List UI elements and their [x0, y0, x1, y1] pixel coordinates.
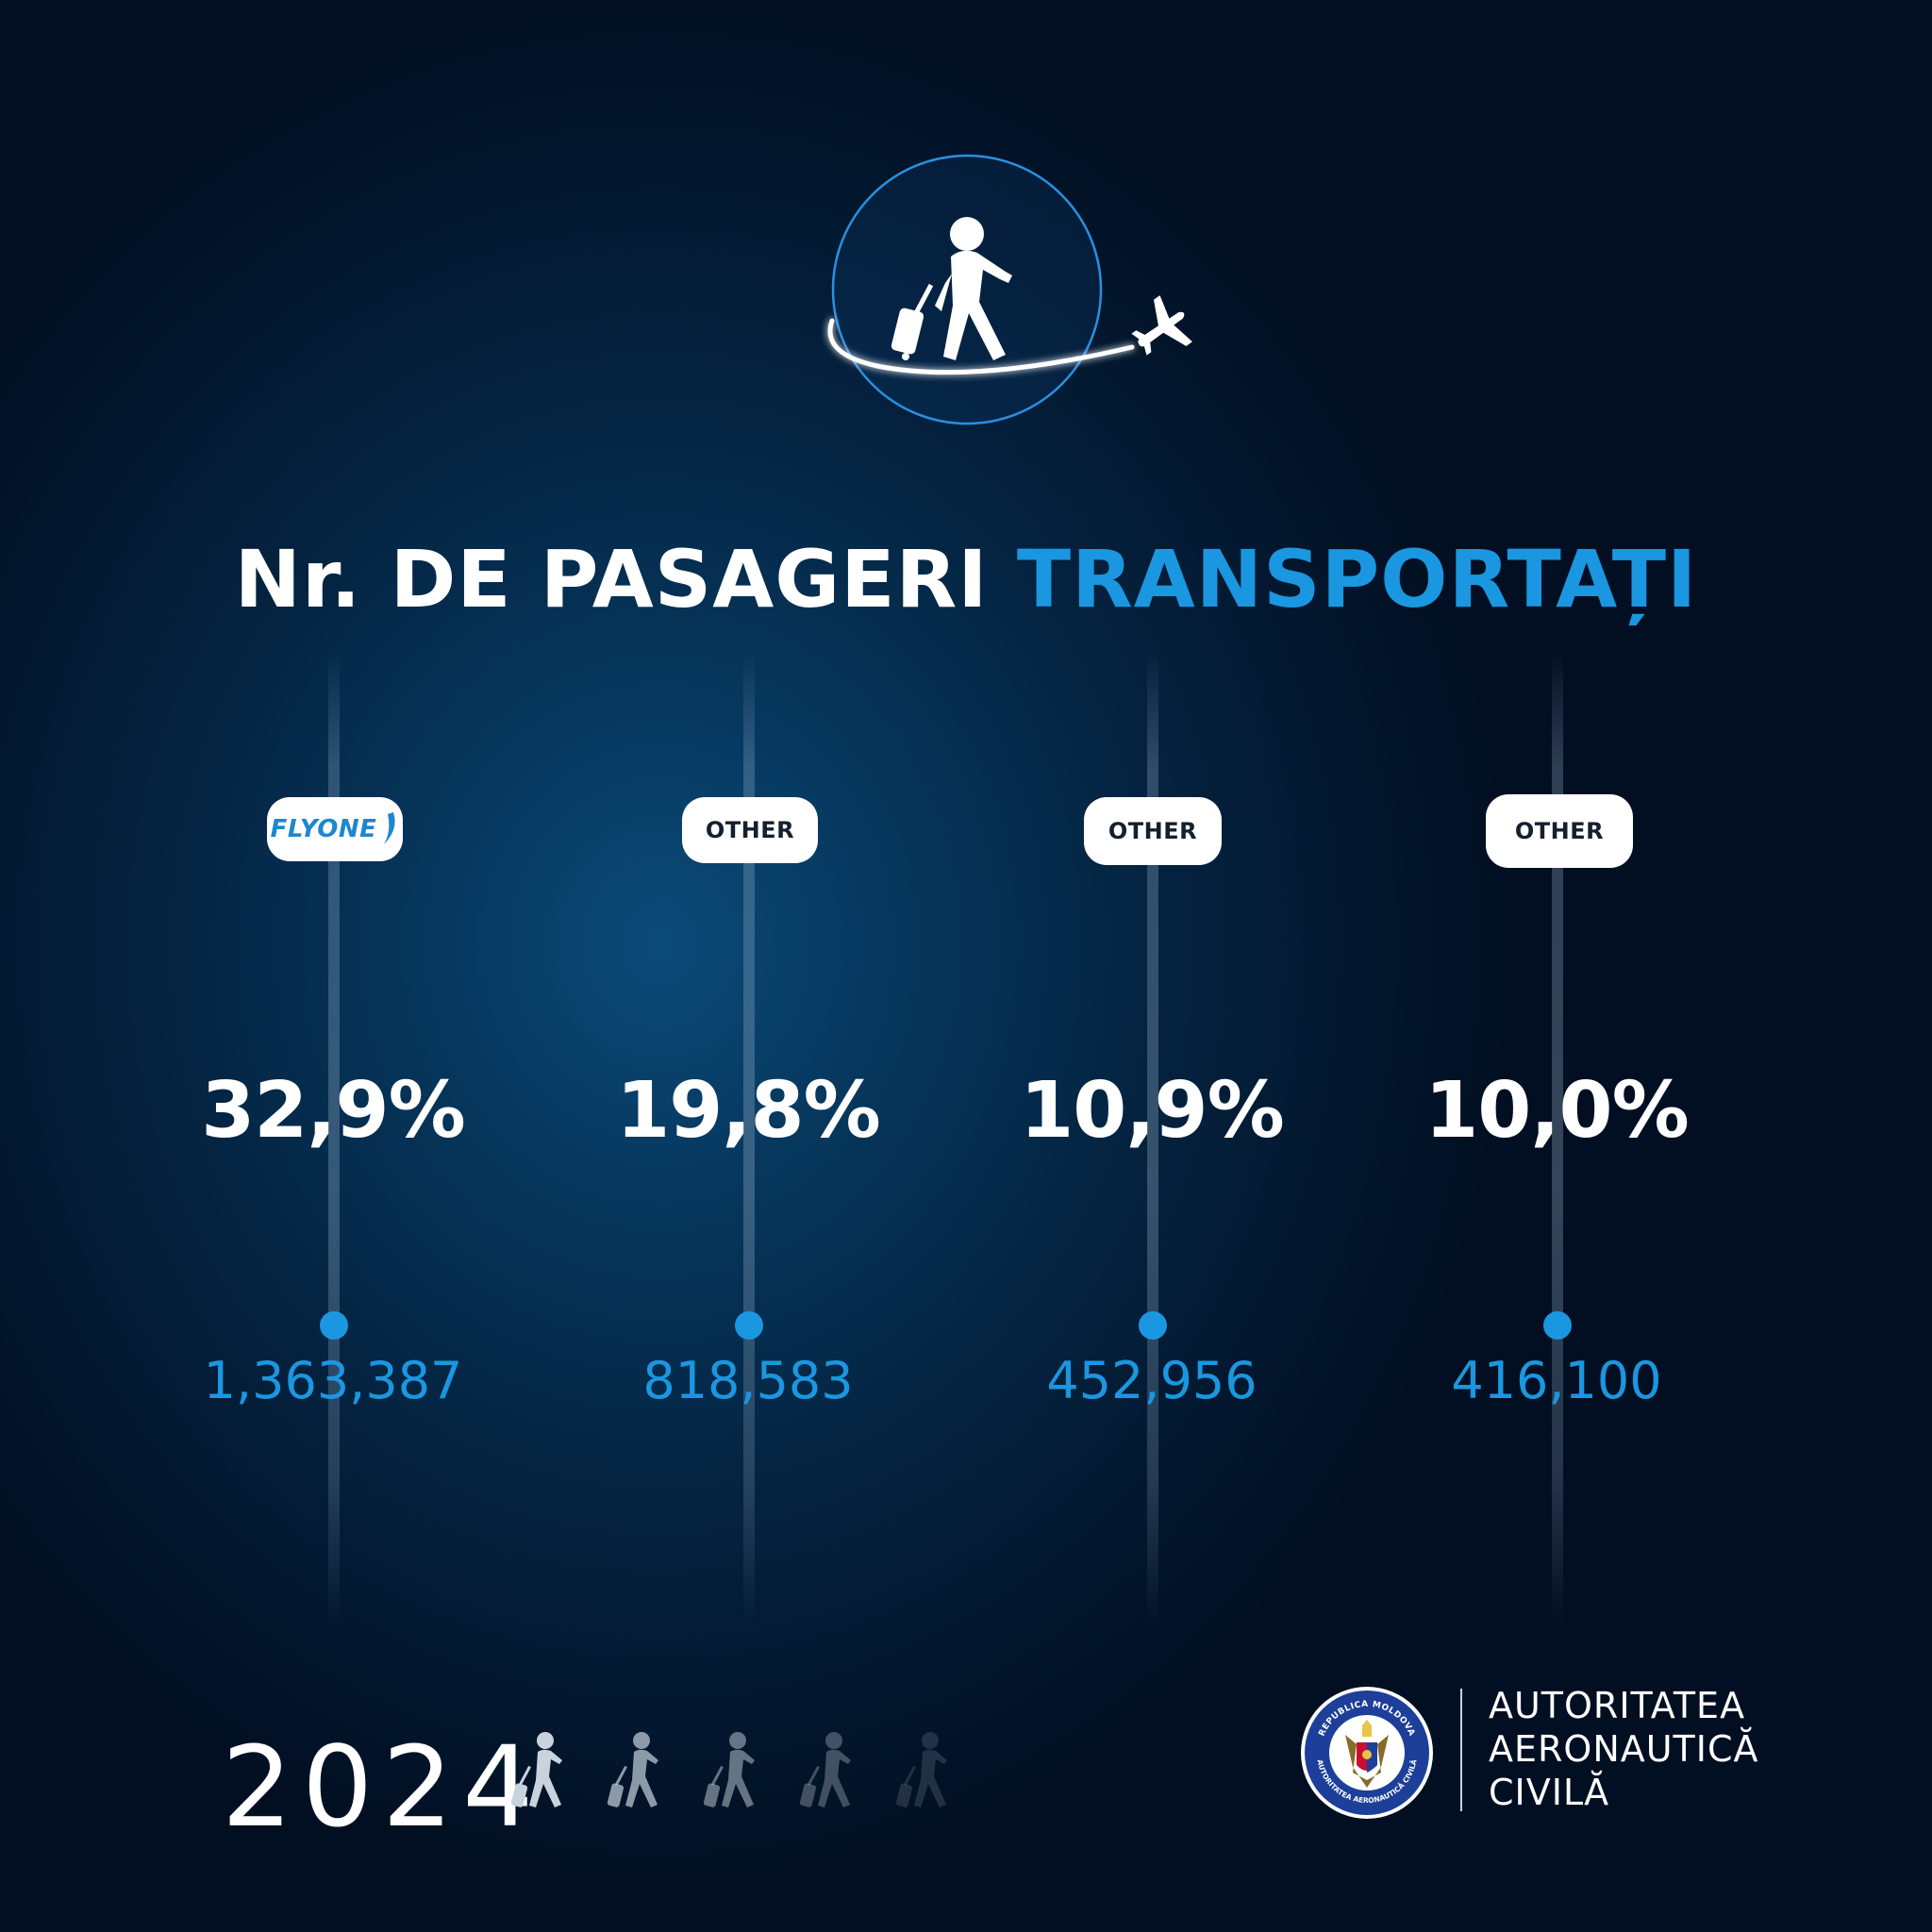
marker-dot	[1139, 1311, 1167, 1340]
flyone-swoosh-icon	[384, 812, 396, 844]
airline-label: OTHER	[682, 797, 818, 863]
walker-icon	[799, 1732, 851, 1808]
year-label: 2024	[222, 1722, 543, 1852]
column-track	[328, 651, 340, 1623]
column-track	[743, 651, 755, 1623]
column-track	[1147, 651, 1158, 1623]
share-percent: 32,9%	[201, 1066, 465, 1156]
walker-icon	[703, 1732, 755, 1808]
passenger-count: 818,583	[642, 1351, 854, 1410]
share-percent: 19,8%	[616, 1066, 880, 1156]
org-line-1: AUTORITATEA	[1489, 1685, 1746, 1726]
passenger-count: 1,363,387	[203, 1351, 463, 1410]
org-line-2: AERONAUTICĂ	[1489, 1728, 1759, 1770]
airline-column: FLYONE 32,9% 1,363,387	[192, 651, 475, 1623]
page-title: Nr. DE PASAGERI TRANSPORTAȚI	[0, 533, 1932, 625]
walker-icon	[607, 1732, 658, 1808]
flyone-logo: FLYONE	[267, 797, 403, 861]
state-seal: REPUBLICA MOLDOVA AUTORITATEA AERONAUTIC…	[1301, 1687, 1433, 1819]
marker-dot	[1543, 1311, 1572, 1340]
share-percent: 10,9%	[1020, 1066, 1284, 1156]
logo-divider	[1460, 1689, 1462, 1811]
org-line-3: CIVILĂ	[1489, 1772, 1610, 1813]
airline-label: FLYONE	[270, 815, 377, 843]
share-percent: 10,0%	[1424, 1066, 1689, 1156]
airplane-icon	[1131, 295, 1192, 356]
walker-icon	[510, 1732, 562, 1808]
passenger-count: 416,100	[1451, 1351, 1662, 1410]
organization-name: AUTORITATEA AERONAUTICĂ CIVILĂ	[1489, 1684, 1759, 1814]
airline-column: OTHER 10,0% 416,100	[1415, 651, 1698, 1623]
marker-dot	[320, 1311, 348, 1340]
traveler-icon	[827, 154, 1192, 425]
walker-icons-row	[510, 1732, 947, 1808]
airline-column: OTHER 10,9% 452,956	[1010, 651, 1293, 1623]
marker-dot	[735, 1311, 763, 1340]
walker-icon	[895, 1732, 947, 1808]
airline-label: OTHER	[1486, 794, 1633, 868]
title-part-1: Nr. DE PASAGERI	[234, 533, 989, 625]
airline-column: OTHER 19,8% 818,583	[607, 651, 890, 1623]
column-track	[1552, 651, 1563, 1623]
title-part-2: TRANSPORTAȚI	[1016, 533, 1698, 625]
airline-label: OTHER	[1084, 797, 1222, 865]
passenger-count: 452,956	[1046, 1351, 1257, 1410]
